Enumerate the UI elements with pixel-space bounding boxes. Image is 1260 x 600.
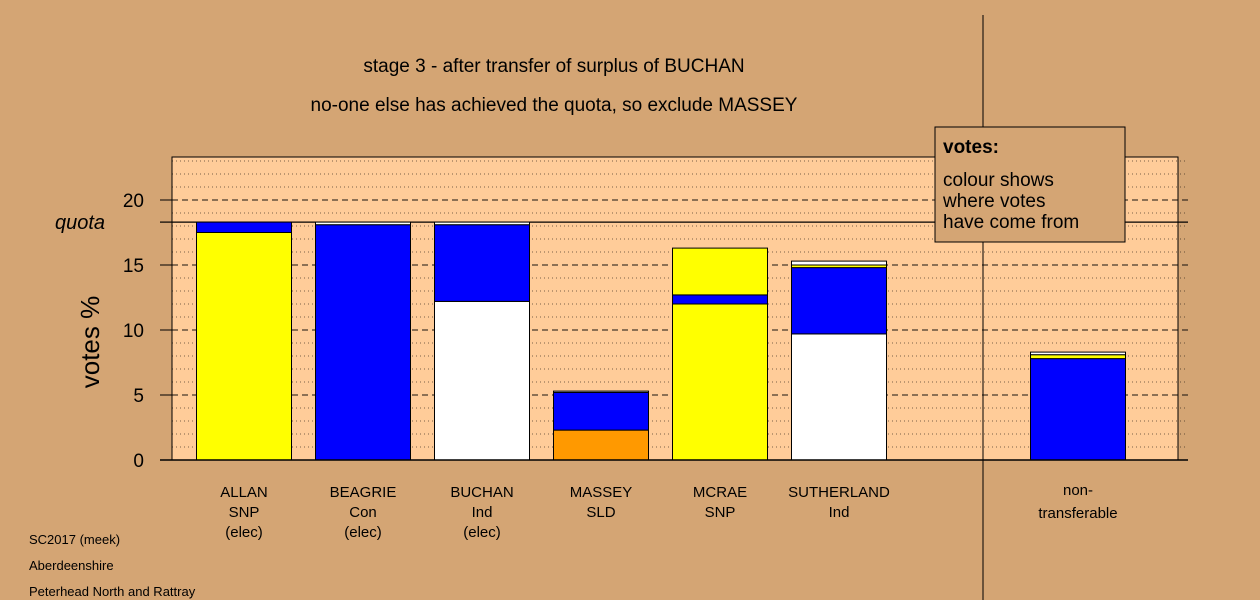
label-beagrie-2: Con <box>349 504 377 521</box>
bar-nontransferable-segment-2 <box>1030 354 1126 360</box>
bar-buchan-segment-3 <box>434 221 530 226</box>
label-beagrie-1: BEAGRIE <box>330 484 397 501</box>
category-labels: ALLAN SNP (elec) BEAGRIE Con (elec) BUCHAN Ind (… <box>220 482 1117 541</box>
bar-nontransferable-segment-3 <box>1030 351 1126 356</box>
bar-allan-segment-2 <box>196 221 292 234</box>
legend-line-1: colour shows <box>943 170 1054 191</box>
label-buchan-2: Ind <box>472 504 493 521</box>
legend-line-3: have come from <box>943 212 1079 233</box>
legend-line-2: where votes <box>942 191 1045 212</box>
y-tick-label: 20 <box>123 191 144 212</box>
bar-beagrie-segment-2 <box>315 221 411 226</box>
label-massey-1: MASSEY <box>570 484 633 501</box>
bar-sutherland-segment-1 <box>791 333 887 461</box>
label-mcrae-2: SNP <box>705 504 736 521</box>
bars-layer <box>196 221 1126 461</box>
bar-massey-segment-3 <box>553 390 649 393</box>
bar-mcrae-segment-3 <box>672 247 768 296</box>
label-allan-2: SNP <box>229 504 260 521</box>
chart-title: stage 3 - after transfer of surplus of B… <box>363 56 744 77</box>
y-tick-label: 15 <box>123 256 144 277</box>
label-allan-3: (elec) <box>225 524 263 541</box>
label-sutherland-1: SUTHERLAND <box>788 484 890 501</box>
y-axis-title: votes % <box>75 296 105 389</box>
bar-mcrae-segment-2 <box>672 294 768 305</box>
bar-sutherland-segment-2 <box>791 267 887 335</box>
label-nontransferable-2: transferable <box>1038 505 1117 522</box>
bar-massey-segment-1 <box>553 429 649 461</box>
footer-line-3: Peterhead North and Rattray <box>29 584 196 599</box>
axes-layer: 0 5 10 15 20 <box>123 191 1188 472</box>
label-nontransferable-1: non- <box>1063 482 1093 499</box>
bar-mcrae-segment-1 <box>672 303 768 461</box>
legend-frame <box>934 126 1126 243</box>
bar-beagrie-segment-1 <box>315 224 411 461</box>
y-tick-label: 0 <box>133 451 144 472</box>
footer-line-2: Aberdeenshire <box>29 558 114 573</box>
label-beagrie-3: (elec) <box>344 524 382 541</box>
quota-label: quota <box>55 212 105 234</box>
label-allan-1: ALLAN <box>220 484 268 501</box>
label-buchan-3: (elec) <box>463 524 501 541</box>
bar-allan-segment-1 <box>196 232 292 461</box>
label-sutherland-2: Ind <box>829 504 850 521</box>
bar-nontransferable-segment-1 <box>1030 358 1126 461</box>
footer-line-1: SC2017 (meek) <box>29 532 120 547</box>
bar-buchan-segment-2 <box>434 224 530 302</box>
legend-box: votes: colour shows where votes have com… <box>934 126 1126 243</box>
label-mcrae-1: MCRAE <box>693 484 747 501</box>
y-tick-label: 10 <box>123 321 144 342</box>
chart-subtitle: no-one else has achieved the quota, so e… <box>311 95 798 116</box>
bar-massey-segment-2 <box>553 391 649 431</box>
y-tick-label: 5 <box>133 386 144 407</box>
label-buchan-1: BUCHAN <box>450 484 513 501</box>
bar-buchan-segment-1 <box>434 300 530 461</box>
label-massey-2: SLD <box>586 504 615 521</box>
legend-heading: votes: <box>943 137 999 158</box>
bar-sutherland-segment-4 <box>791 260 887 266</box>
